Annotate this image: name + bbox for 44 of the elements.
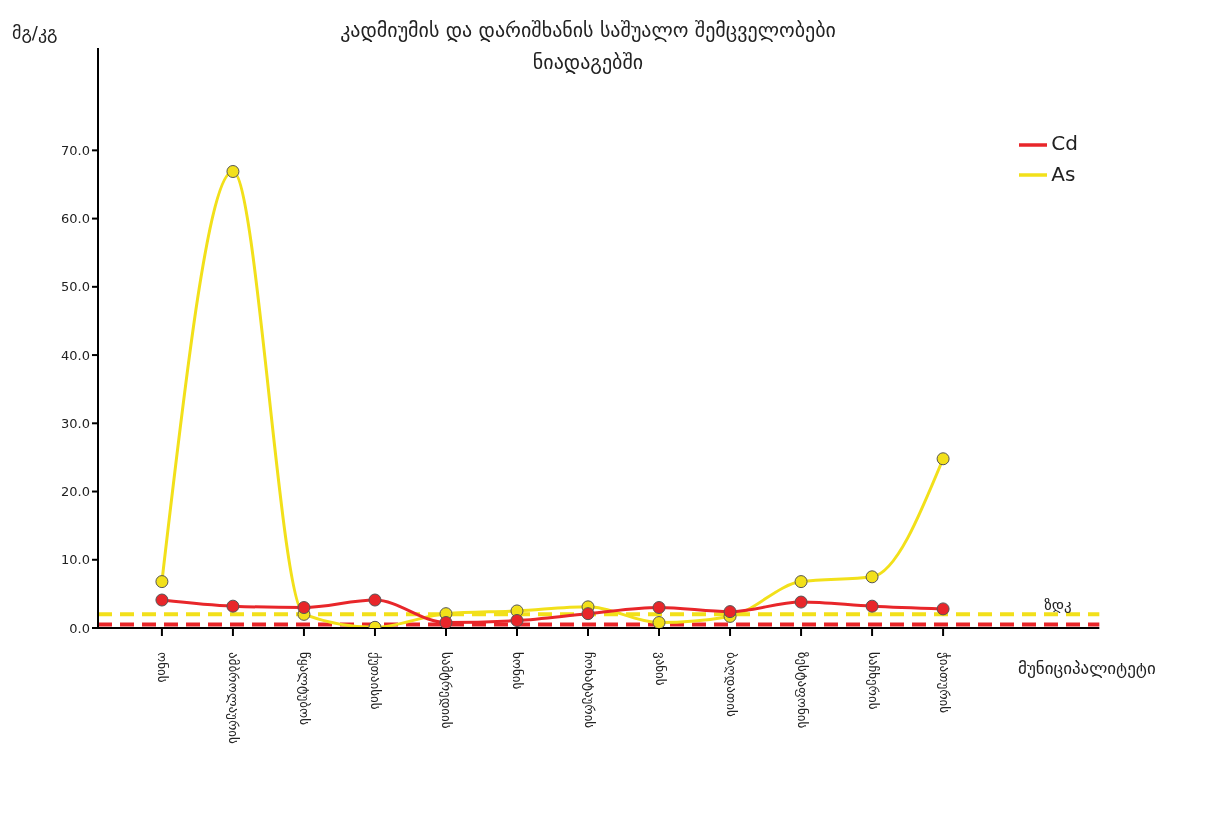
x-tick-label: წყალტუბოს — [297, 652, 313, 726]
point — [865, 599, 879, 613]
point — [297, 601, 311, 615]
x-tick-label: ჭიათურის — [936, 652, 952, 714]
point — [936, 602, 950, 616]
y-tick-label: 60.0 — [61, 211, 90, 227]
point — [865, 570, 879, 584]
point — [652, 601, 666, 615]
point — [652, 616, 666, 628]
point — [439, 616, 453, 628]
y-tick-label: 20.0 — [61, 484, 90, 500]
point — [155, 593, 169, 607]
point — [794, 575, 808, 589]
x-tick-label: ვანის — [652, 652, 668, 686]
legend-label: Cd — [1051, 131, 1078, 155]
x-tick-label: ონის — [155, 652, 171, 683]
point — [510, 613, 524, 627]
x-tick-label: ქუთაისის — [368, 652, 384, 710]
y-tick-label: 0.0 — [69, 620, 90, 636]
x-tick-label: საჩხერის — [865, 652, 881, 710]
y-tick-label: 50.0 — [61, 279, 90, 295]
x-tick-label: ამბროლაურის — [226, 652, 242, 744]
chart-title: კადმიუმის და დარიშხანის საშუალო შემცველობები ნიადაგებში — [339, 17, 837, 76]
point — [368, 593, 382, 607]
point — [155, 575, 169, 589]
y-tick-label: 30.0 — [61, 415, 90, 431]
point — [581, 607, 595, 621]
x-tick-label: სამტრედიის — [439, 652, 455, 729]
point — [226, 599, 240, 613]
point — [794, 595, 808, 609]
point — [226, 165, 240, 179]
x-tick-label: ბაღდათის — [723, 652, 739, 717]
x-tick-label: ხონის — [510, 652, 526, 690]
y-tick-label: 10.0 — [61, 552, 90, 568]
point — [936, 452, 950, 466]
point — [723, 605, 737, 619]
y-axis-title: მგ/კგ — [12, 22, 58, 43]
x-tick-label: ზესტაფონის — [794, 652, 810, 729]
x-axis-title: მუნიციპალიტეტი — [1018, 658, 1156, 678]
ref-line-label: ზდკ — [1044, 595, 1072, 614]
legend-label: As — [1051, 161, 1076, 186]
y-tick-label: 40.0 — [61, 347, 90, 363]
y-tick-label: 70.0 — [61, 142, 90, 158]
x-tick-label: ჩოხატაურის — [581, 652, 597, 729]
